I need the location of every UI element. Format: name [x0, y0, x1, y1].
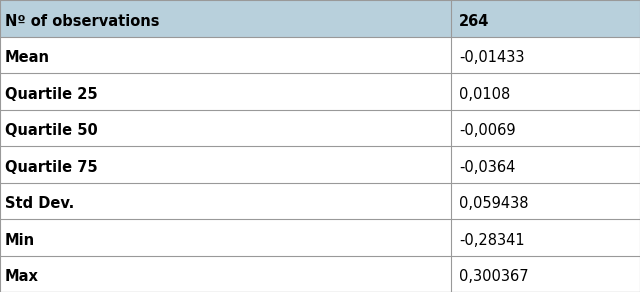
Text: Min: Min	[5, 233, 35, 248]
Bar	[0, 146, 640, 182]
Text: -0,0364: -0,0364	[459, 160, 515, 175]
Text: Mean: Mean	[5, 50, 50, 65]
Text: -0,28341: -0,28341	[459, 233, 525, 248]
Text: -0,0069: -0,0069	[459, 123, 515, 138]
Text: Quartile 25: Quartile 25	[5, 87, 98, 102]
Bar	[0, 73, 640, 110]
Bar	[0, 36, 640, 73]
Text: 0,059438: 0,059438	[459, 196, 529, 211]
Text: 0,0108: 0,0108	[459, 87, 510, 102]
Text: 264: 264	[459, 14, 489, 29]
Text: Quartile 75: Quartile 75	[5, 160, 98, 175]
Text: Nº of observations: Nº of observations	[5, 14, 159, 29]
Bar	[0, 0, 640, 36]
Bar	[0, 256, 640, 292]
Bar	[0, 110, 640, 146]
Bar	[0, 219, 640, 256]
Text: Quartile 50: Quartile 50	[5, 123, 98, 138]
Text: 0,300367: 0,300367	[459, 269, 529, 284]
Text: Std Dev.: Std Dev.	[5, 196, 74, 211]
Bar	[0, 182, 640, 219]
Text: Max: Max	[5, 269, 39, 284]
Text: -0,01433: -0,01433	[459, 50, 524, 65]
